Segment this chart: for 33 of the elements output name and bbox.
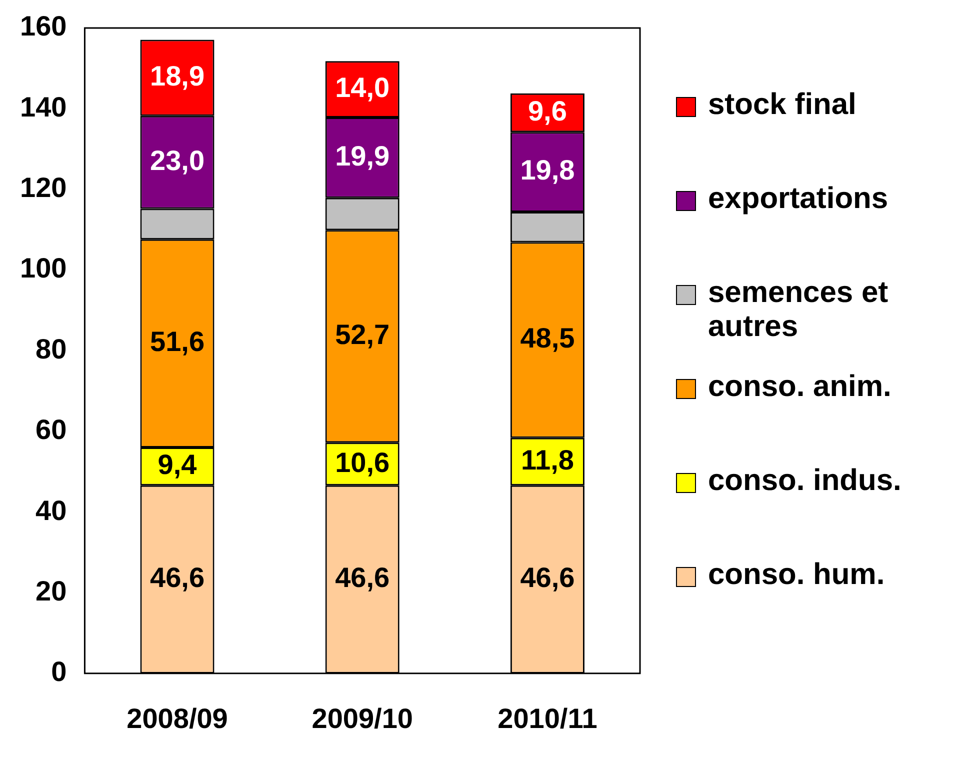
x-tick-label: 2008/09	[126, 702, 228, 734]
data-label: 51,6	[150, 326, 205, 358]
y-tick-label: 20	[36, 575, 67, 606]
data-label: 46,6	[150, 562, 205, 594]
data-label: 48,5	[520, 322, 575, 354]
legend-label: conso. indus.	[708, 464, 902, 498]
legend-label: conso. anim.	[708, 370, 892, 404]
legend-label: exportations	[708, 182, 888, 216]
y-tick-label: 100	[20, 252, 67, 284]
legend-label: stock final	[708, 88, 856, 122]
legend-label: conso. hum.	[708, 558, 885, 592]
y-tick-label: 0	[51, 656, 67, 688]
data-label: 19,9	[335, 140, 390, 172]
legend-label: semences et autres	[708, 276, 890, 344]
y-tick-label: 60	[36, 414, 67, 446]
data-label: 14,0	[335, 72, 390, 104]
data-label: 9,6	[528, 95, 567, 126]
y-tick-label: 120	[20, 172, 67, 204]
y-tick-label: 140	[20, 91, 67, 122]
data-label: 46,6	[335, 562, 390, 594]
y-tick-label: 80	[36, 333, 67, 364]
data-label: 46,6	[520, 562, 575, 594]
data-label: 18,9	[150, 60, 205, 92]
data-label: 19,8	[520, 154, 575, 186]
x-tick-label: 2010/11	[498, 702, 598, 734]
x-tick-label: 2009/10	[312, 702, 413, 734]
y-tick-label: 40	[36, 494, 67, 526]
data-label: 52,7	[335, 319, 390, 350]
data-label: 10,6	[335, 446, 390, 478]
data-label: 9,4	[158, 449, 198, 480]
data-label: 11,8	[520, 444, 574, 476]
data-label: 23,0	[150, 145, 205, 176]
y-tick-label: 160	[20, 10, 67, 42]
